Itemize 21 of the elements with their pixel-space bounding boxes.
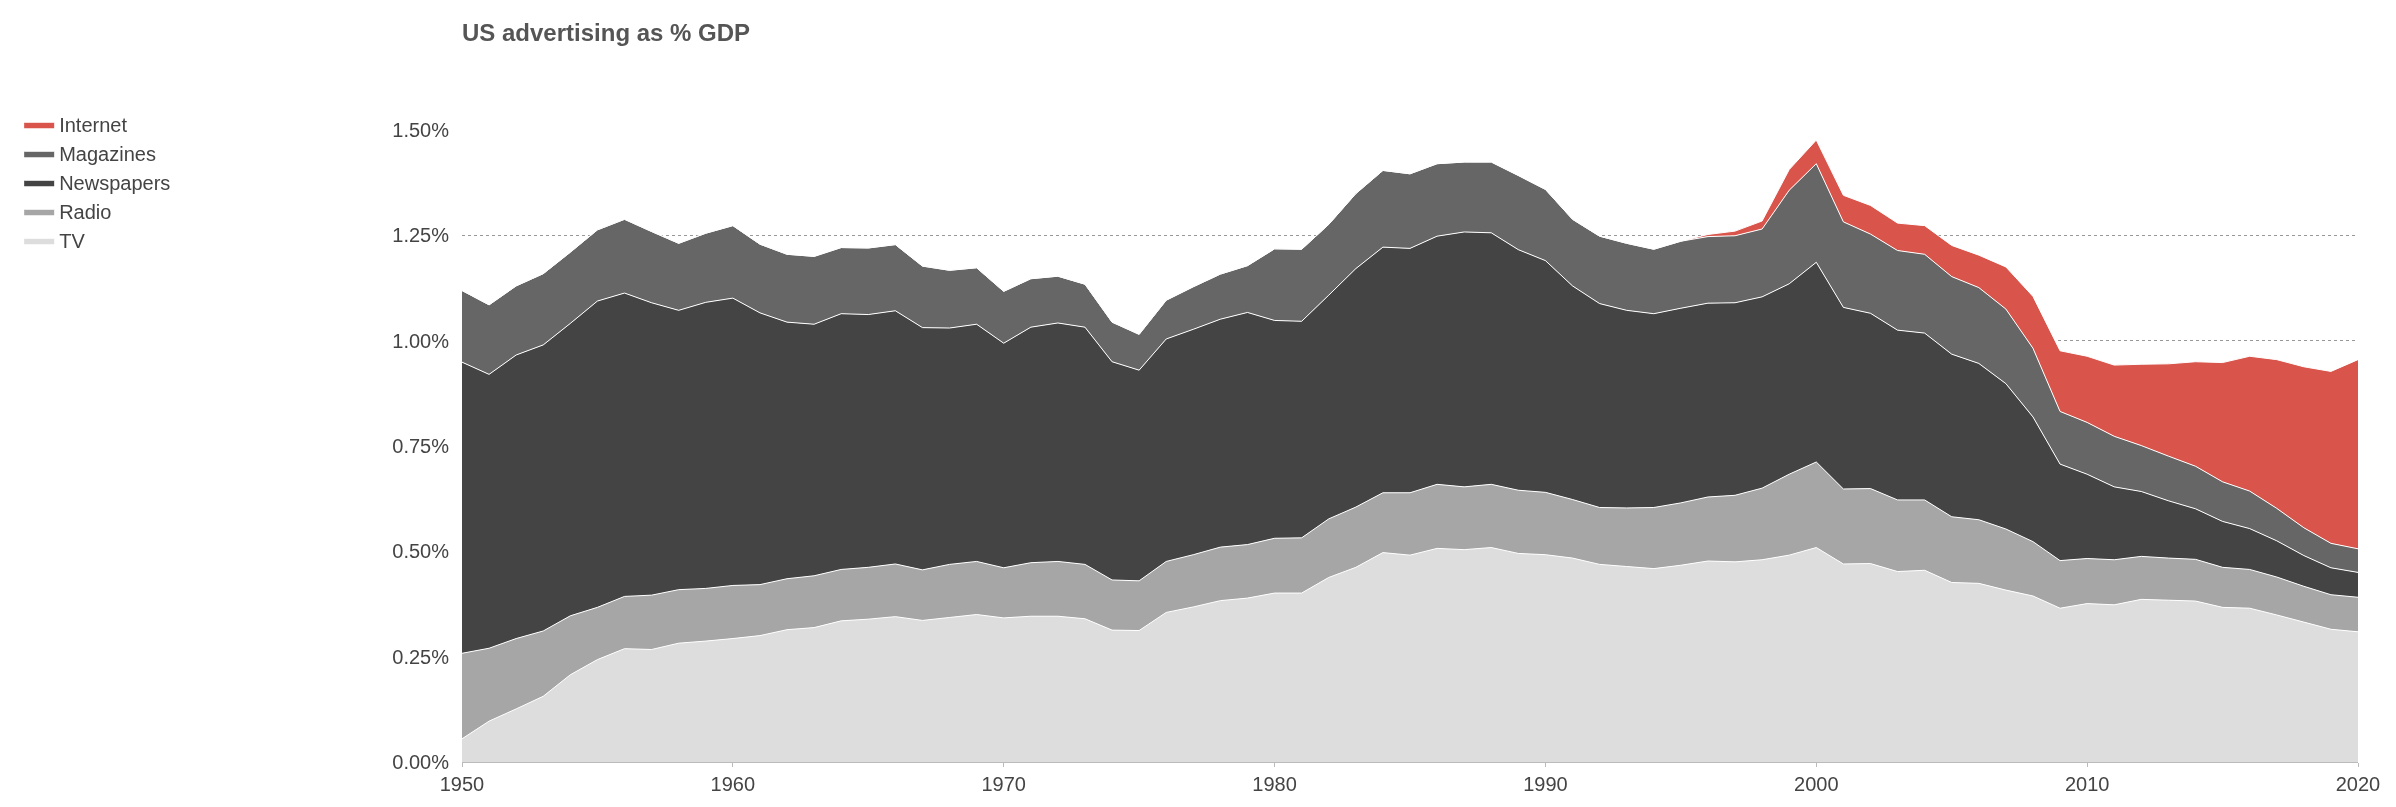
y-tick-label: 1.25% xyxy=(392,224,450,247)
x-tick-label: 1980 xyxy=(1252,773,1297,795)
x-tick-label: 1970 xyxy=(981,773,1026,795)
y-tick-label: 0.75% xyxy=(392,435,450,457)
x-tick-label: 1950 xyxy=(439,773,485,795)
y-tick-label: 0.00% xyxy=(392,751,450,773)
chart-title: US advertising as % GDP xyxy=(462,19,751,47)
x-tick-label: 2020 xyxy=(2335,773,2381,795)
legend-label: Magazines xyxy=(59,143,156,166)
legend-label: Radio xyxy=(59,201,112,224)
x-tick-label: 1960 xyxy=(710,773,756,795)
x-tick-label: 1990 xyxy=(1523,773,1568,795)
y-tick-label: 0.25% xyxy=(392,645,450,668)
x-tick-label: 2000 xyxy=(1794,773,1839,795)
x-tick-label: 2010 xyxy=(2064,773,2110,795)
legend-label: Newspapers xyxy=(59,172,171,195)
y-tick-label: 1.50% xyxy=(392,119,450,141)
y-tick-label: 1.00% xyxy=(392,329,450,352)
y-tick-label: 0.50% xyxy=(392,540,450,563)
legend-label: TV xyxy=(59,230,86,253)
legend-label: Internet xyxy=(59,114,128,137)
